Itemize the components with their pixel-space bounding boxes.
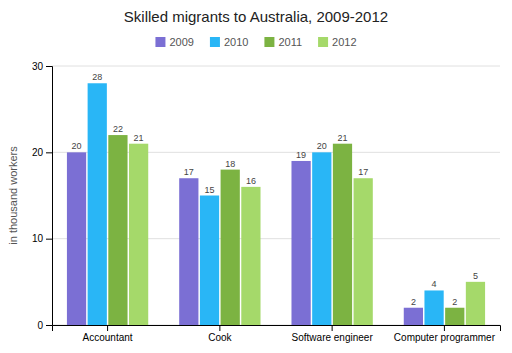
x-tick: Accountant xyxy=(83,325,133,343)
y-tick: 30 xyxy=(32,61,52,72)
x-tick-mark xyxy=(332,325,333,331)
legend-swatch xyxy=(264,37,274,47)
title: Skilled migrants to Australia, 2009-2012 xyxy=(124,8,388,25)
y-tick-mark xyxy=(46,66,52,67)
grid xyxy=(52,66,500,325)
x-tick-mark xyxy=(444,325,445,331)
data-label: 19 xyxy=(296,150,306,160)
bar xyxy=(221,170,240,325)
x-tick: Computer programmer xyxy=(394,325,496,343)
y-tick-mark xyxy=(46,325,52,326)
bar xyxy=(88,83,107,325)
x-tick: Software engineer xyxy=(292,325,374,343)
bar xyxy=(129,144,148,325)
legend-item: 2011 xyxy=(264,36,302,48)
y-tick: 0 xyxy=(37,320,52,331)
legend-label: 2011 xyxy=(278,36,302,48)
x-tick-label: Cook xyxy=(208,332,232,343)
legend-item: 2012 xyxy=(318,36,356,48)
y-tick-label: 10 xyxy=(32,233,44,244)
legend-swatch xyxy=(210,37,220,47)
bar xyxy=(108,135,127,325)
chart: 20 17 19 2 28 15 20 4 22 18 21 2 21 16 17 5 0 10 20 30 Accou… xyxy=(0,0,512,353)
y-axis: 0 10 20 30 xyxy=(32,61,53,331)
legend-item: 2009 xyxy=(155,36,193,48)
bar xyxy=(445,308,464,325)
y-axis-line xyxy=(46,67,53,326)
bar xyxy=(312,152,331,325)
bar xyxy=(424,290,443,325)
data-label: 17 xyxy=(358,167,368,177)
data-label: 5 xyxy=(473,271,478,281)
legend-item: 2010 xyxy=(210,36,248,48)
data-label: 20 xyxy=(317,141,327,151)
x-tick-label: Computer programmer xyxy=(394,332,496,343)
data-label: 16 xyxy=(246,176,256,186)
data-label: 28 xyxy=(92,72,102,82)
legend: 2009 2010 2011 2012 xyxy=(155,36,356,48)
data-label: 2 xyxy=(452,297,457,307)
bar xyxy=(291,161,310,325)
y-tick-label: 30 xyxy=(32,61,44,72)
x-tick-mark xyxy=(107,325,108,331)
grid-line xyxy=(52,66,500,67)
x-tick-label: Accountant xyxy=(83,332,133,343)
y-tick: 20 xyxy=(32,147,52,158)
bar-series xyxy=(108,135,464,325)
x-tick: Cook xyxy=(208,325,232,343)
x-axis: Accountant Cook Software engineer Computer … xyxy=(53,325,501,343)
x-tick-label: Software engineer xyxy=(292,332,374,343)
y-tick-label: 20 xyxy=(32,147,44,158)
bar xyxy=(241,187,260,325)
bar xyxy=(404,308,423,325)
data-label: 21 xyxy=(337,133,347,143)
data-label: 17 xyxy=(184,167,194,177)
data-labels: 20 17 19 2 28 15 20 4 22 18 21 2 21 16 17 5 xyxy=(72,72,478,306)
legend-swatch xyxy=(155,37,165,47)
y-tick-label: 0 xyxy=(37,320,43,331)
bars xyxy=(67,83,485,325)
data-label: 18 xyxy=(225,159,235,169)
bar xyxy=(200,196,219,326)
y-axis-title: in thousand workers xyxy=(7,146,19,245)
bar xyxy=(354,178,373,325)
bar-series xyxy=(88,83,444,325)
x-tick-mark xyxy=(219,325,220,331)
data-label: 21 xyxy=(134,133,144,143)
y-tick-mark xyxy=(46,239,52,240)
y-tick-mark xyxy=(46,152,52,153)
bar xyxy=(179,178,198,325)
bar-series xyxy=(129,144,485,325)
legend-label: 2009 xyxy=(169,36,193,48)
x-axis-line xyxy=(53,326,501,332)
legend-swatch xyxy=(318,37,328,47)
bar xyxy=(466,282,485,325)
bar xyxy=(67,152,86,325)
plot: 20 17 19 2 28 15 20 4 22 18 21 2 21 16 17 5 0 10 20 30 Accou… xyxy=(32,61,501,343)
legend-label: 2010 xyxy=(224,36,248,48)
data-label: 20 xyxy=(72,141,82,151)
data-label: 2 xyxy=(411,297,416,307)
data-label: 4 xyxy=(432,279,437,289)
data-label: 22 xyxy=(113,124,123,134)
legend-label: 2012 xyxy=(332,36,356,48)
bar xyxy=(333,144,352,325)
y-tick: 10 xyxy=(32,233,52,244)
data-label: 15 xyxy=(205,185,215,195)
